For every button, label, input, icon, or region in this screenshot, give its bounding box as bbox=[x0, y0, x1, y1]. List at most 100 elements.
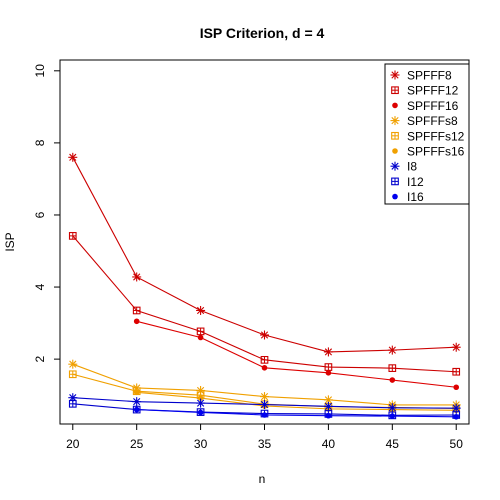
legend-label: I12 bbox=[407, 175, 424, 189]
data-point bbox=[196, 327, 205, 336]
data-point bbox=[68, 370, 77, 379]
data-point bbox=[196, 305, 206, 315]
legend-label: SPFFFs12 bbox=[407, 129, 465, 143]
marker-stroke bbox=[391, 116, 399, 125]
x-axis: 20 25 30 35 40 45 50 bbox=[66, 424, 463, 451]
data-point bbox=[323, 395, 333, 405]
marker-stroke bbox=[452, 343, 460, 351]
y-tick-label: 4 bbox=[33, 283, 47, 290]
legend-marker bbox=[391, 131, 399, 140]
y-tick-label: 10 bbox=[33, 64, 47, 78]
data-point bbox=[133, 318, 140, 325]
marker-stroke bbox=[391, 162, 399, 170]
x-tick-label: 35 bbox=[258, 437, 272, 451]
legend-label: SPFFF8 bbox=[407, 69, 452, 83]
series-spfff8 bbox=[68, 152, 461, 357]
data-point bbox=[132, 397, 142, 407]
series-i8 bbox=[68, 393, 461, 413]
y-tick-label: 2 bbox=[33, 355, 47, 362]
marker-stroke bbox=[196, 399, 205, 407]
data-point bbox=[197, 395, 204, 401]
data-point bbox=[453, 413, 460, 420]
data-point bbox=[260, 330, 269, 340]
data-point bbox=[389, 413, 396, 419]
x-tick-label: 40 bbox=[322, 437, 336, 451]
legend-item: SPFFFs16 bbox=[392, 145, 465, 159]
data-point bbox=[68, 232, 77, 240]
x-tick-label: 45 bbox=[386, 437, 400, 451]
legend-item: I12 bbox=[391, 175, 424, 189]
series-line bbox=[136, 409, 457, 418]
legend-item: SPFFFs12 bbox=[391, 129, 465, 143]
legend-marker bbox=[390, 70, 400, 80]
marker-stroke bbox=[324, 402, 333, 410]
data-point bbox=[133, 406, 140, 413]
data-point bbox=[132, 272, 142, 282]
x-tick-label: 50 bbox=[450, 437, 464, 451]
data-point bbox=[453, 384, 460, 391]
legend-marker bbox=[392, 148, 398, 154]
marker-stroke bbox=[452, 404, 460, 412]
legend-marker bbox=[390, 161, 400, 171]
legend-marker bbox=[392, 102, 398, 109]
data-point bbox=[197, 334, 204, 341]
marker-stroke bbox=[388, 346, 396, 354]
x-tick-label: 20 bbox=[66, 437, 80, 451]
legend-marker bbox=[392, 193, 398, 200]
legend-item: I16 bbox=[392, 190, 424, 204]
legend-item: SPFFF8 bbox=[390, 69, 452, 83]
data-point bbox=[197, 409, 204, 416]
legend-marker bbox=[390, 116, 400, 126]
series-spfffs16 bbox=[133, 389, 460, 414]
data-point bbox=[388, 364, 397, 372]
data-point bbox=[68, 152, 78, 162]
data-point bbox=[133, 389, 140, 396]
legend-item: I8 bbox=[390, 160, 417, 174]
marker-stroke bbox=[388, 404, 396, 412]
data-point bbox=[387, 345, 397, 355]
legend-box bbox=[384, 63, 470, 205]
data-point bbox=[261, 364, 268, 371]
data-point bbox=[68, 359, 78, 369]
legend-marker bbox=[391, 86, 399, 95]
marker-stroke bbox=[69, 394, 77, 402]
marker-stroke bbox=[260, 331, 269, 339]
data-point bbox=[324, 363, 333, 371]
marker-stroke bbox=[324, 396, 333, 404]
series-line bbox=[72, 235, 457, 373]
data-point bbox=[387, 403, 397, 413]
marker-stroke bbox=[260, 392, 269, 401]
legend-label: SPFFFs16 bbox=[407, 145, 465, 159]
x-tick-label: 30 bbox=[194, 437, 208, 451]
data-point bbox=[323, 401, 333, 411]
x-axis-label: n bbox=[259, 472, 266, 486]
series-i16 bbox=[133, 406, 460, 420]
legend-marker bbox=[391, 177, 399, 186]
marker-stroke bbox=[69, 153, 77, 161]
data-point bbox=[323, 347, 333, 357]
data-point bbox=[261, 412, 268, 418]
data-point bbox=[260, 355, 269, 364]
legend-item: SPFFF16 bbox=[392, 99, 459, 113]
data-point bbox=[325, 412, 332, 419]
data-point bbox=[132, 306, 141, 315]
x-tick-label: 25 bbox=[130, 437, 144, 451]
legend-label: SPFFFs8 bbox=[407, 114, 458, 128]
y-axis: 2 4 6 8 10 bbox=[33, 64, 60, 362]
series-spfff12 bbox=[68, 232, 461, 376]
data-point bbox=[260, 400, 269, 410]
data-point bbox=[451, 342, 461, 352]
marker-stroke bbox=[69, 360, 77, 368]
series-layer bbox=[68, 152, 461, 420]
data-point bbox=[452, 367, 461, 376]
data-point bbox=[260, 392, 269, 402]
marker-stroke bbox=[391, 71, 399, 79]
data-point bbox=[389, 377, 396, 383]
marker-stroke bbox=[196, 386, 205, 395]
marker-stroke bbox=[324, 348, 333, 356]
marker-stroke bbox=[260, 400, 269, 409]
data-point bbox=[68, 399, 77, 408]
legend-label: SPFFF16 bbox=[407, 99, 459, 113]
